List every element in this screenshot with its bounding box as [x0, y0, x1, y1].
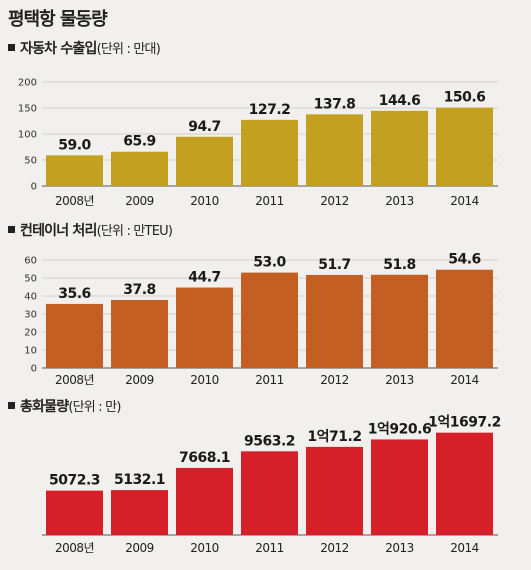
- x-tick-label: 2011: [255, 194, 284, 208]
- y-tick-label: 150: [18, 104, 37, 115]
- data-label: 9563.2: [244, 433, 295, 449]
- bar: [241, 272, 298, 368]
- bar: [111, 151, 168, 186]
- data-label: 1억71.2: [307, 429, 361, 445]
- bar: [436, 107, 493, 186]
- y-tick-label: 30: [24, 310, 37, 321]
- y-tick-label: 40: [24, 292, 37, 303]
- y-tick-label: 100: [18, 130, 37, 141]
- data-label: 51.8: [383, 257, 416, 273]
- x-tick-label: 2014: [450, 194, 479, 208]
- panel-unit-container: (단위 : 만TEU): [96, 224, 173, 239]
- data-label: 37.8: [123, 282, 156, 298]
- y-tick-label: 200: [18, 78, 37, 89]
- y-tick-label: 0: [31, 182, 37, 193]
- bar: [46, 490, 103, 535]
- panel-title-total: 총화물량: [20, 399, 69, 415]
- x-tick-label: 2010: [190, 194, 219, 208]
- data-label: 59.0: [58, 137, 91, 153]
- x-tick-label: 2010: [190, 541, 219, 555]
- data-label: 1억1697.2: [428, 415, 501, 431]
- bullet-icon: [8, 402, 15, 409]
- bar: [306, 114, 363, 186]
- data-label: 53.0: [253, 255, 286, 271]
- data-label: 5072.3: [49, 473, 100, 489]
- panel-unit-total: (단위 : 만): [68, 400, 121, 415]
- panel-header-cars: 자동차 수출입(단위 : 만대): [8, 38, 161, 58]
- y-tick-label: 50: [24, 274, 37, 285]
- bar: [306, 446, 363, 535]
- x-tick-label: 2009: [125, 373, 154, 387]
- y-tick-label: 50: [24, 156, 37, 167]
- bar: [436, 432, 493, 535]
- x-tick-label: 2011: [255, 541, 284, 555]
- bar: [241, 451, 298, 535]
- page-title: 평택항 물동량: [8, 9, 108, 30]
- bullet-icon: [8, 226, 15, 233]
- y-tick-label: 60: [24, 256, 37, 267]
- panel-title-cars: 자동차 수출입: [20, 41, 97, 57]
- x-tick-label: 2012: [320, 373, 349, 387]
- y-tick-label: 10: [24, 346, 37, 357]
- y-tick-label: 0: [31, 364, 37, 375]
- bar: [371, 110, 428, 186]
- bar: [46, 303, 103, 368]
- x-tick-label: 2008년: [55, 373, 94, 387]
- data-label: 144.6: [379, 93, 421, 109]
- data-label: 65.9: [123, 134, 156, 150]
- bar: [111, 490, 168, 535]
- bar: [306, 274, 363, 368]
- bar: [46, 155, 103, 186]
- data-label: 54.6: [448, 252, 481, 268]
- bar: [241, 119, 298, 186]
- panel-unit-cars: (단위 : 만대): [96, 42, 161, 57]
- x-tick-label: 2011: [255, 373, 284, 387]
- data-label: 1억920.6: [368, 421, 431, 437]
- data-label: 5132.1: [114, 472, 165, 488]
- data-label: 51.7: [318, 257, 351, 273]
- data-label: 150.6: [444, 90, 486, 106]
- chart-car-exports: 0 50 100 150 200 59.0 2008년 65.9 2009 94.7 2010 127…: [18, 78, 498, 208]
- bullet-icon: [8, 44, 15, 51]
- x-tick-label: 2013: [385, 194, 414, 208]
- panel-header-container: 컨테이너 처리(단위 : 만TEU): [8, 220, 173, 240]
- x-tick-label: 2010: [190, 373, 219, 387]
- bar: [176, 287, 233, 368]
- x-tick-label: 2008년: [55, 194, 94, 208]
- x-tick-label: 2013: [385, 541, 414, 555]
- bar: [371, 274, 428, 368]
- y-tick-label: 20: [24, 328, 37, 339]
- data-label: 137.8: [314, 96, 356, 112]
- x-tick-label: 2008년: [55, 541, 94, 555]
- panel-header-total: 총화물량(단위 : 만): [8, 396, 121, 416]
- bar: [371, 439, 428, 535]
- x-tick-label: 2012: [320, 541, 349, 555]
- data-label: 44.7: [188, 270, 221, 286]
- x-tick-label: 2014: [450, 373, 479, 387]
- x-tick-label: 2012: [320, 194, 349, 208]
- bar: [436, 269, 493, 368]
- chart-total-cargo: 5072.3 2008년 5132.1 2009 7668.1 2010 9563.2 201…: [42, 415, 501, 555]
- panel-title-container: 컨테이너 처리: [20, 223, 97, 239]
- bar: [176, 467, 233, 535]
- data-label: 7668.1: [179, 450, 230, 466]
- x-tick-label: 2009: [125, 194, 154, 208]
- data-label: 94.7: [188, 119, 221, 135]
- x-tick-label: 2009: [125, 541, 154, 555]
- x-tick-label: 2014: [450, 541, 479, 555]
- data-label: 127.2: [249, 102, 291, 118]
- bar: [111, 299, 168, 368]
- chart-container-handling: 0 10 20 30 40 50 60 35.6 2008년 37.8 2009 44.7 2010 53…: [24, 252, 498, 387]
- bar: [176, 136, 233, 186]
- x-tick-label: 2013: [385, 373, 414, 387]
- data-label: 35.6: [58, 286, 91, 302]
